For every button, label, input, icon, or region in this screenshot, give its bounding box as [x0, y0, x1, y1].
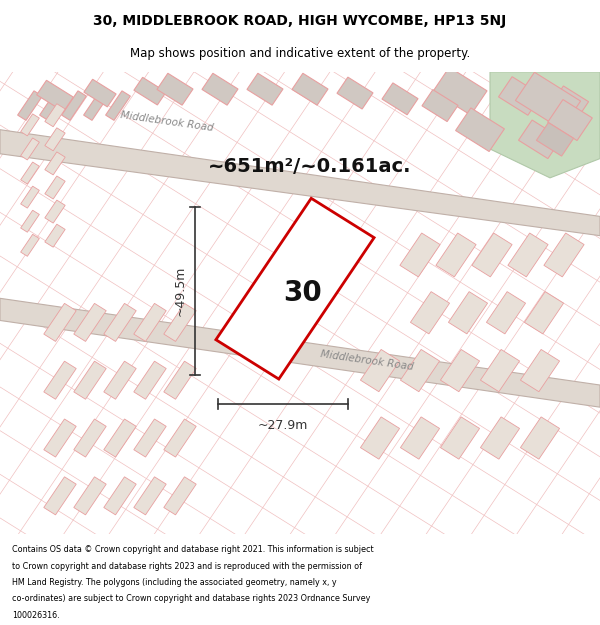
Polygon shape [164, 419, 196, 457]
Text: 100026316.: 100026316. [12, 611, 59, 619]
Polygon shape [104, 303, 136, 341]
Text: 30, MIDDLEBROOK ROAD, HIGH WYCOMBE, HP13 5NJ: 30, MIDDLEBROOK ROAD, HIGH WYCOMBE, HP13… [94, 14, 506, 28]
Polygon shape [0, 129, 600, 236]
Polygon shape [84, 79, 116, 107]
Text: ~49.5m: ~49.5m [174, 266, 187, 316]
Polygon shape [164, 303, 196, 341]
Polygon shape [440, 417, 479, 459]
Polygon shape [134, 78, 166, 105]
Polygon shape [20, 186, 40, 208]
Polygon shape [134, 477, 166, 515]
Polygon shape [45, 200, 65, 223]
Polygon shape [410, 292, 449, 334]
Polygon shape [74, 477, 106, 515]
Polygon shape [481, 349, 520, 392]
Polygon shape [520, 417, 560, 459]
Polygon shape [472, 233, 512, 277]
Polygon shape [40, 91, 64, 121]
Polygon shape [37, 80, 73, 112]
Polygon shape [134, 419, 166, 457]
Polygon shape [83, 91, 109, 121]
Polygon shape [490, 72, 600, 178]
Text: Map shows position and indicative extent of the property.: Map shows position and indicative extent… [130, 48, 470, 61]
Text: ~27.9m: ~27.9m [258, 419, 308, 432]
Polygon shape [448, 292, 488, 334]
Polygon shape [74, 419, 106, 457]
Polygon shape [0, 298, 600, 408]
Polygon shape [202, 73, 238, 105]
Polygon shape [20, 210, 40, 232]
Polygon shape [361, 417, 400, 459]
Polygon shape [104, 361, 136, 399]
Polygon shape [62, 91, 86, 121]
Polygon shape [247, 73, 283, 105]
Text: Middlebrook Road: Middlebrook Road [320, 349, 415, 372]
Polygon shape [17, 91, 43, 121]
Polygon shape [20, 138, 40, 160]
Polygon shape [515, 72, 581, 129]
Polygon shape [45, 224, 65, 248]
Polygon shape [74, 361, 106, 399]
Polygon shape [45, 152, 65, 175]
Text: HM Land Registry. The polygons (including the associated geometry, namely x, y: HM Land Registry. The polygons (includin… [12, 578, 337, 587]
Polygon shape [400, 417, 440, 459]
Polygon shape [104, 419, 136, 457]
Polygon shape [455, 108, 505, 151]
Polygon shape [422, 89, 458, 121]
Polygon shape [134, 361, 166, 399]
Polygon shape [440, 349, 479, 392]
Polygon shape [45, 104, 65, 127]
Polygon shape [400, 349, 440, 392]
Polygon shape [548, 99, 592, 141]
Polygon shape [292, 73, 328, 105]
Text: to Crown copyright and database rights 2023 and is reproduced with the permissio: to Crown copyright and database rights 2… [12, 561, 362, 571]
Polygon shape [106, 91, 130, 121]
Polygon shape [337, 77, 373, 109]
Text: ~651m²/~0.161ac.: ~651m²/~0.161ac. [208, 157, 412, 176]
Text: Contains OS data © Crown copyright and database right 2021. This information is : Contains OS data © Crown copyright and d… [12, 545, 374, 554]
Polygon shape [20, 234, 40, 256]
Polygon shape [536, 122, 574, 156]
Polygon shape [44, 303, 76, 341]
Text: Middlebrook Road: Middlebrook Road [120, 111, 214, 134]
Polygon shape [20, 162, 40, 184]
Polygon shape [164, 477, 196, 515]
Text: co-ordinates) are subject to Crown copyright and database rights 2023 Ordnance S: co-ordinates) are subject to Crown copyr… [12, 594, 370, 603]
Polygon shape [44, 477, 76, 515]
Polygon shape [518, 120, 562, 159]
Polygon shape [74, 303, 106, 341]
Text: 30: 30 [284, 279, 322, 308]
Polygon shape [544, 233, 584, 277]
Polygon shape [400, 233, 440, 277]
Polygon shape [134, 303, 166, 341]
Polygon shape [157, 73, 193, 105]
Polygon shape [520, 349, 560, 392]
Polygon shape [433, 68, 487, 115]
Polygon shape [45, 176, 65, 199]
Polygon shape [508, 233, 548, 277]
Polygon shape [164, 361, 196, 399]
Polygon shape [45, 127, 65, 151]
Polygon shape [44, 419, 76, 457]
Polygon shape [487, 292, 526, 334]
Polygon shape [436, 233, 476, 277]
Polygon shape [382, 83, 418, 115]
Polygon shape [216, 198, 374, 379]
Polygon shape [551, 86, 589, 119]
Polygon shape [499, 77, 541, 115]
Polygon shape [361, 349, 400, 392]
Polygon shape [44, 361, 76, 399]
Polygon shape [524, 292, 563, 334]
Polygon shape [104, 477, 136, 515]
Polygon shape [20, 114, 40, 136]
Polygon shape [481, 417, 520, 459]
